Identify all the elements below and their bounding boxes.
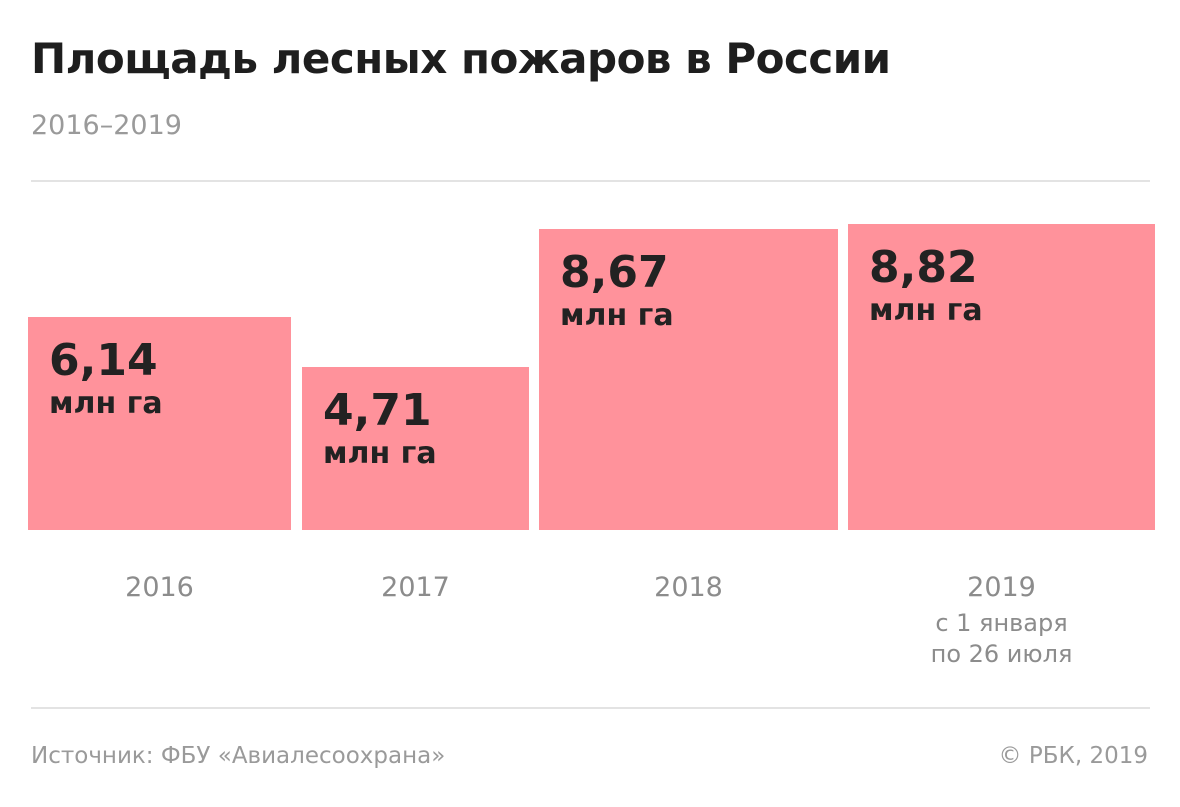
category-label-2019: 2019 bbox=[967, 572, 1036, 603]
bar-unit-label: млн га bbox=[869, 293, 983, 328]
source-note: Источник: ФБУ «Авиалесоохрана» bbox=[31, 743, 446, 769]
category-label-2017: 2017 bbox=[381, 572, 450, 603]
chart-title: Площадь лесных пожаров в России bbox=[31, 34, 891, 83]
bottom-divider bbox=[31, 707, 1150, 709]
bar-value-label: 8,67 bbox=[560, 247, 669, 298]
bar-value-label: 6,14 bbox=[49, 335, 158, 386]
bar-unit-label: млн га bbox=[560, 298, 674, 333]
category-label-2016: 2016 bbox=[125, 572, 194, 603]
bar-2018 bbox=[539, 229, 838, 530]
copyright-note: © РБК, 2019 bbox=[998, 743, 1148, 769]
top-divider bbox=[31, 180, 1150, 182]
bar-unit-label: млн га bbox=[49, 386, 163, 421]
bar-2019 bbox=[848, 224, 1155, 530]
bar-unit-label: млн га bbox=[323, 436, 437, 471]
bar-value-label: 4,71 bbox=[323, 385, 432, 436]
bar-2016 bbox=[28, 317, 291, 530]
bar-value-label: 8,82 bbox=[869, 242, 978, 293]
category-label-2018: 2018 bbox=[654, 572, 723, 603]
bar-2017 bbox=[302, 367, 529, 530]
chart-subtitle: 2016–2019 bbox=[31, 110, 182, 141]
category-note: с 1 января по 26 июля bbox=[930, 609, 1073, 669]
